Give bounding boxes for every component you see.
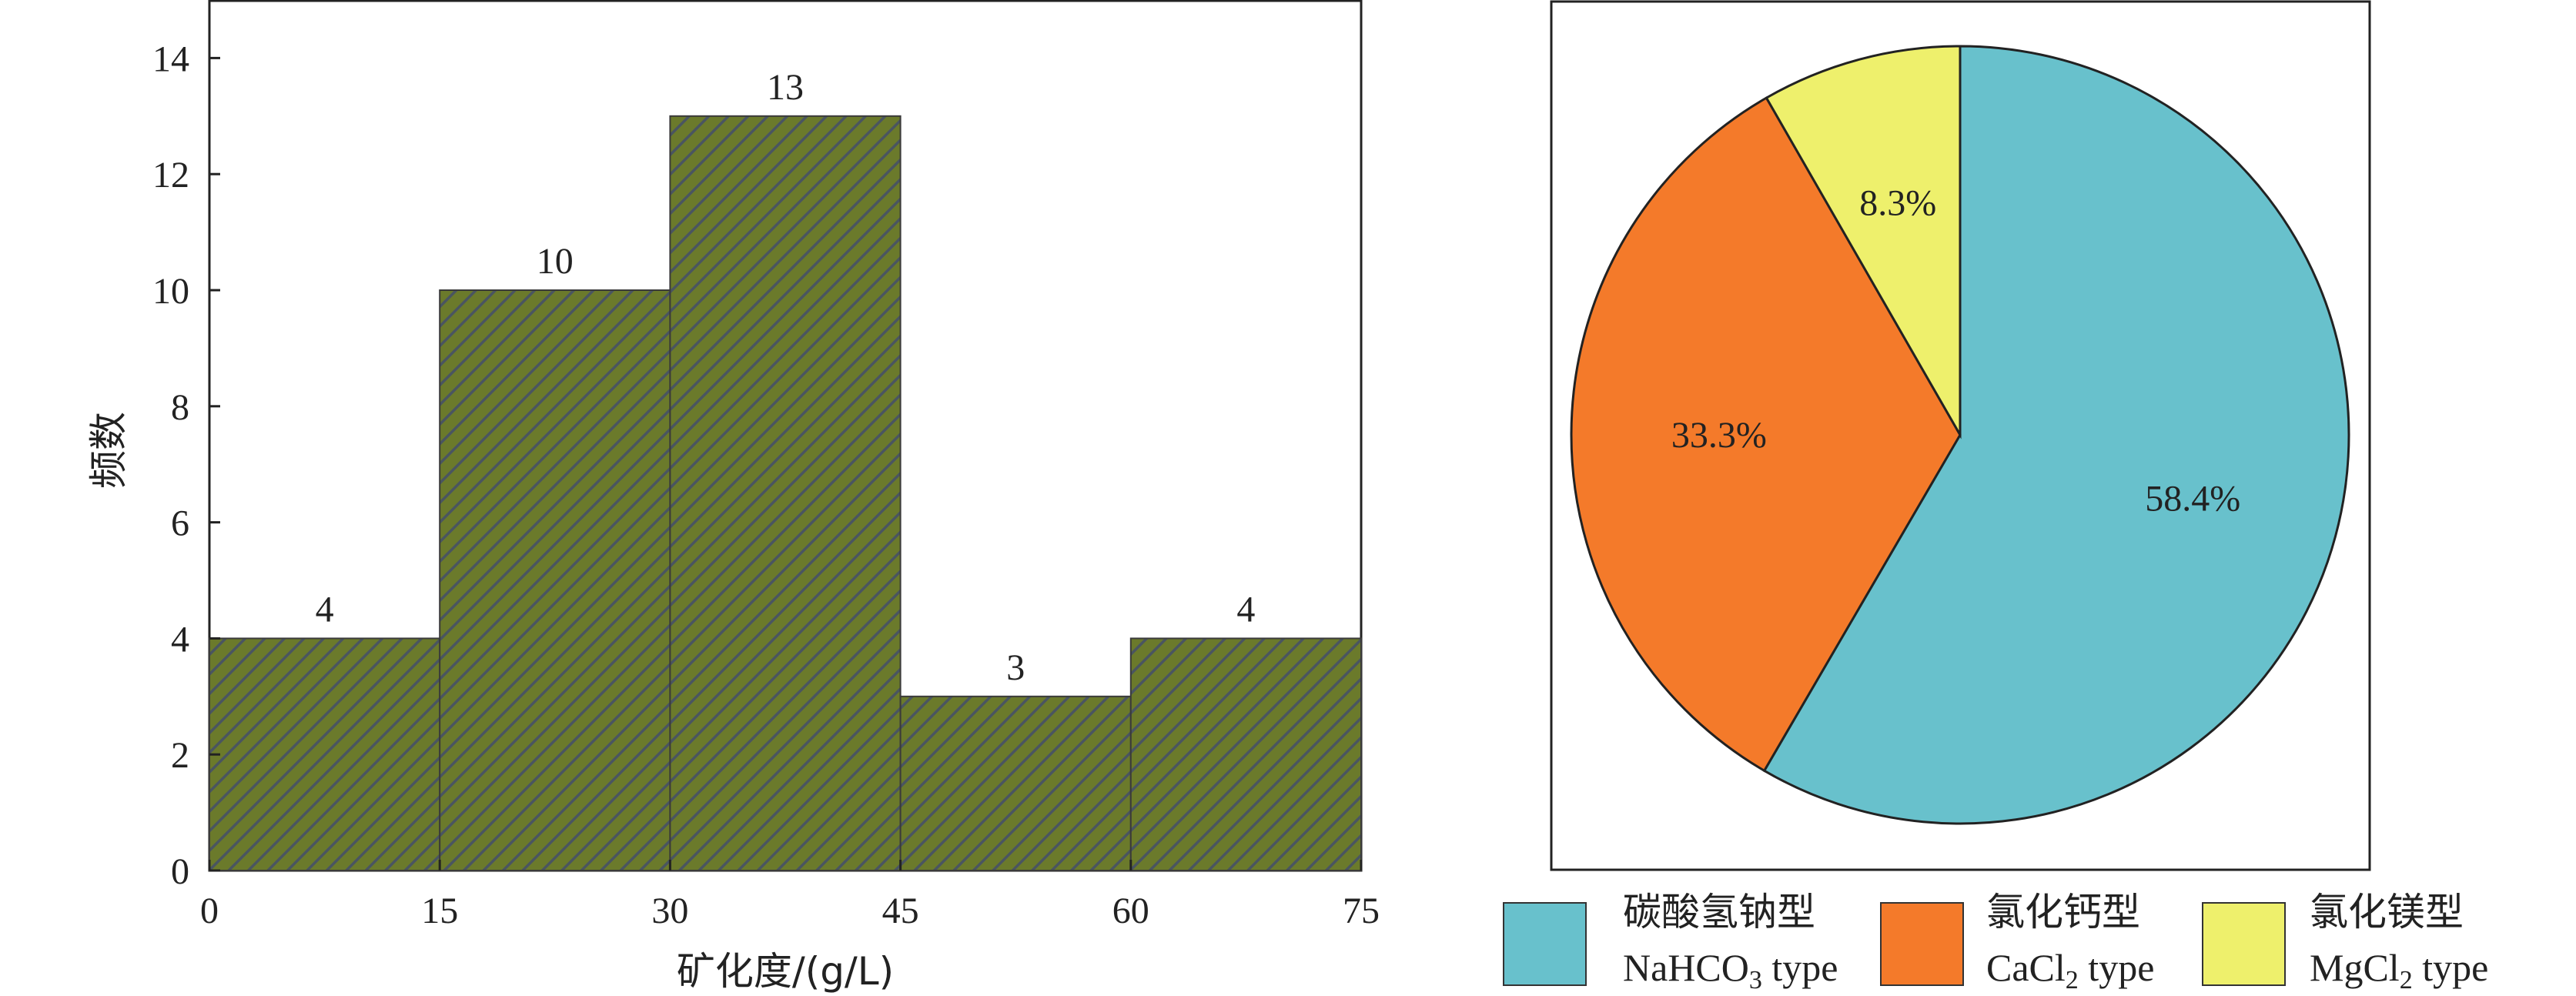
x-tick-label: 75: [1343, 891, 1380, 931]
y-tick-label: 2: [171, 735, 189, 776]
bar-value-label: 4: [1236, 589, 1255, 630]
y-tick-label: 14: [152, 38, 189, 79]
legend-label-cn: 氯化镁型: [2310, 890, 2464, 934]
legend-label-cn: 碳酸氢钠型: [1623, 890, 1815, 934]
bar-value-label: 3: [1006, 647, 1025, 688]
legend-swatch: [1503, 902, 1587, 986]
y-axis-title: 频数: [86, 412, 131, 489]
y-tick-label: 10: [152, 271, 189, 312]
histogram-bar: [439, 289, 671, 871]
x-axis-title: 矿化度/(g/L): [677, 949, 894, 994]
x-tick-label: 60: [1112, 891, 1149, 931]
pie-slice: [1765, 45, 1962, 440]
histogram-bar: [899, 695, 1132, 871]
pie-chart: 58.4% 33.3% 8.3%: [1550, 0, 2371, 871]
legend-label-en: CaCl2 type: [1986, 946, 2155, 994]
y-tick-label: 6: [171, 503, 189, 544]
legend-label-en: MgCl2 type: [2310, 946, 2489, 994]
pie-slice: [1762, 45, 2350, 825]
pie-frame: [1550, 0, 2371, 871]
x-tick-label: 30: [651, 891, 688, 931]
legend-label-cn: 氯化钙型: [1986, 890, 2140, 934]
slice-percent-label: 8.3%: [1859, 182, 1936, 223]
histogram-bar: [209, 637, 441, 872]
y-tick-label: 12: [152, 155, 189, 196]
bar-value-label: 13: [767, 67, 804, 108]
legend-label-en: NaHCO3 type: [1623, 946, 1838, 994]
slice-percent-label: 58.4%: [2145, 479, 2240, 520]
histogram-chart: 4 10 13 3 4 0 2 4 6 8 10 12 14 0 15 30 45 60 75 矿化度/(g/L) 频数: [86, 0, 1380, 994]
y-tick-label: 8: [171, 387, 189, 428]
legend-swatch: [2202, 902, 2286, 986]
histogram-bar: [669, 115, 902, 872]
x-tick-label: 0: [200, 891, 219, 931]
slice-percent-label: 33.3%: [1671, 415, 1767, 456]
x-tick-label: 45: [882, 891, 919, 931]
bar-value-label: 10: [537, 241, 574, 282]
y-tick-label: 0: [171, 851, 189, 892]
x-tick-label: 15: [421, 891, 458, 931]
legend-swatch: [1880, 902, 1964, 986]
y-tick-label: 4: [171, 619, 189, 660]
histogram-bar: [1129, 637, 1363, 872]
bar-value-label: 4: [316, 589, 334, 630]
